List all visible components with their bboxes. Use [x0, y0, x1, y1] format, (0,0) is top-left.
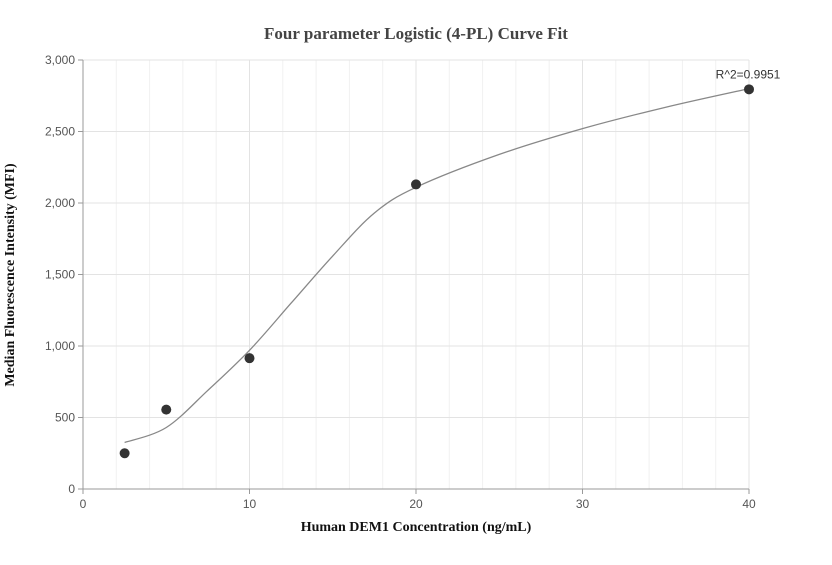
r-squared-annotation: R^2=0.9951 — [716, 67, 781, 81]
fit-curve-line — [124, 87, 750, 444]
x-tick-label: 0 — [80, 497, 87, 511]
y-tick-label: 2,000 — [45, 196, 75, 210]
y-tick-label: 3,000 — [45, 53, 75, 67]
data-point — [119, 448, 130, 459]
y-tick-label: 1,000 — [45, 339, 75, 353]
y-tick-label: 2,500 — [45, 125, 75, 139]
y-tick-label: 1,500 — [45, 268, 75, 282]
data-point — [411, 179, 421, 190]
y-axis-title: Median Fluorescence Intensity (MFI) — [3, 163, 18, 387]
data-point — [161, 404, 172, 415]
x-tick-label: 40 — [742, 497, 756, 511]
x-tick-label: 20 — [409, 497, 423, 511]
ticks-layer: 0 500 1,000 1,500 2,000 2,500 3,000 0 10 20 30 40 — [45, 53, 756, 511]
grid-layer — [83, 59, 750, 489]
x-axis-title: Human DEM1 Concentration (ng/mL) — [301, 520, 532, 535]
y-tick-label: 500 — [55, 411, 75, 425]
chart-title: Four parameter Logistic (4-PL) Curve Fit — [264, 24, 568, 43]
x-tick-label: 30 — [576, 497, 590, 511]
text-layer: Four parameter Logistic (4-PL) Curve Fit… — [3, 24, 781, 535]
data-point — [744, 84, 754, 95]
y-tick-label: 0 — [68, 482, 75, 496]
points-layer — [119, 84, 754, 459]
data-point — [244, 353, 255, 364]
x-tick-label: 10 — [243, 497, 257, 511]
curve-layer — [124, 87, 750, 444]
